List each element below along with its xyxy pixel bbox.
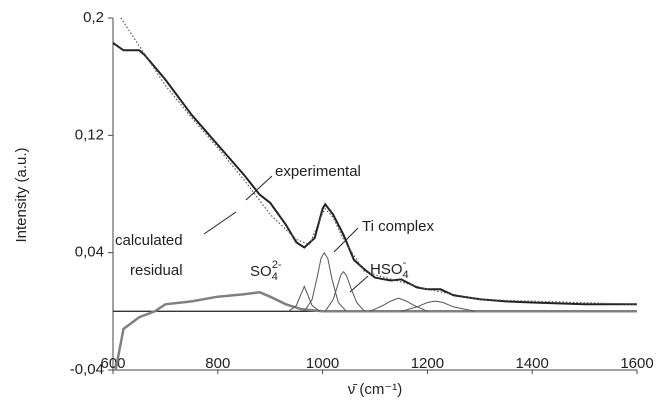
x-tick-label: 1000	[306, 355, 339, 372]
annotation-sub: 4	[403, 269, 409, 281]
x-tick-label: 800	[205, 355, 230, 372]
y-axis-label: Intensity (a.u.)	[13, 147, 30, 242]
series-line	[324, 270, 365, 312]
x-tick-label: 1600	[620, 355, 653, 372]
x-tick-label: 1200	[411, 355, 444, 372]
annotation: residual	[130, 262, 183, 279]
y-tick-label: 0,12	[75, 126, 104, 143]
annotation-text: Ti complex	[362, 218, 434, 235]
annotation-text: calculated	[115, 232, 183, 249]
y-tick-label: 0,2	[83, 9, 104, 26]
x-tick-label: 1400	[516, 355, 549, 372]
series-line	[401, 300, 475, 312]
x-axis-label: ν̄ (cm⁻¹)	[348, 381, 403, 398]
annotation-text: residual	[130, 262, 183, 279]
annotation-text: experimental	[275, 163, 361, 180]
annotation: experimental	[275, 163, 361, 180]
arrow	[203, 211, 237, 235]
arrow	[349, 275, 369, 293]
annotation: HSO4-	[370, 257, 409, 281]
x-tick-label: 600	[100, 355, 125, 372]
y-tick-label: -0,04	[70, 361, 104, 378]
annotation-sup: -	[403, 257, 407, 269]
annotation-text: HSO	[370, 261, 403, 278]
series-line	[303, 251, 347, 312]
series-line	[114, 291, 637, 371]
y-tick-label: 0,04	[75, 244, 104, 261]
annotation: calculated	[115, 232, 183, 249]
series-line	[288, 285, 321, 312]
series-line	[369, 297, 428, 312]
annotation-text: SO	[250, 263, 272, 280]
annotation: SO42-	[250, 259, 282, 283]
annotation: Ti complex	[362, 218, 434, 235]
annotation-sub: 4	[272, 271, 278, 283]
annotation-sup: 2-	[272, 259, 282, 271]
arrow	[245, 175, 273, 201]
